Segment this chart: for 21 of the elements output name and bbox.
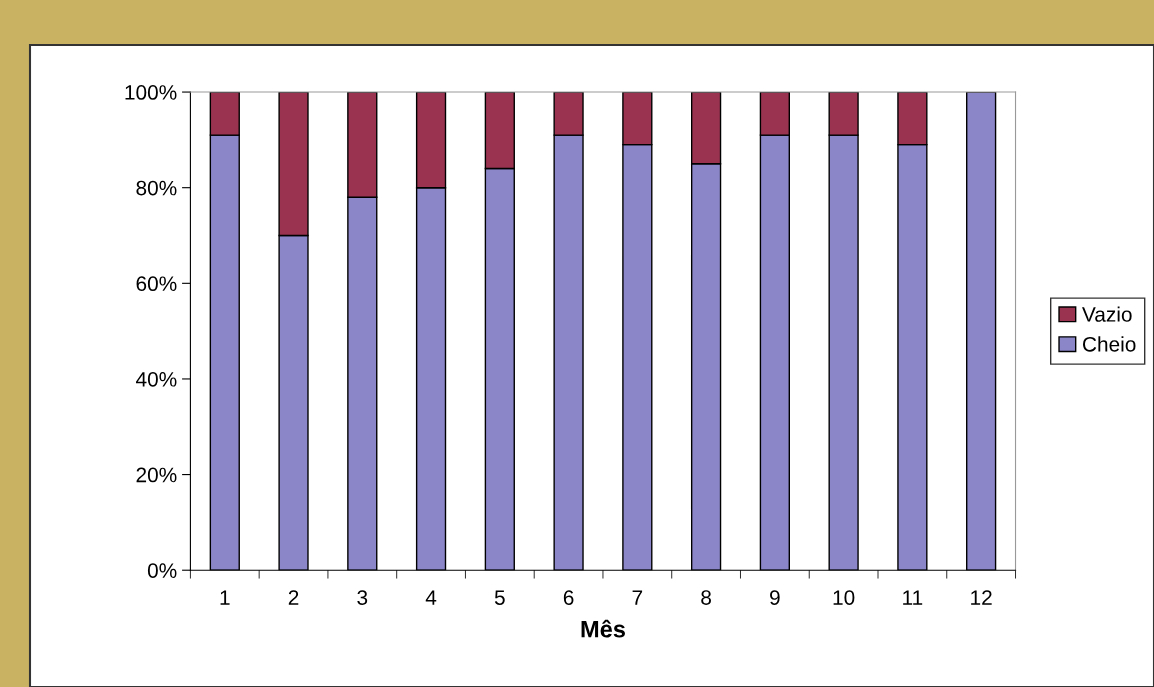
x-tick-label: 4	[425, 590, 437, 605]
x-tick-label: 7	[632, 590, 643, 605]
x-tick-label: 11	[903, 590, 923, 605]
x-tick-label: 2	[288, 590, 299, 605]
x-tick-label: 3	[357, 590, 368, 605]
x-tick-label: 6	[563, 590, 574, 605]
x-tick-label: 1	[220, 590, 230, 605]
y-tick-label: 40%	[136, 371, 177, 387]
y-tick-label: 100%	[125, 85, 177, 100]
legend-label: Cheio	[1083, 336, 1136, 352]
x-tick-label: 12	[971, 590, 992, 605]
x-tick-label: 8	[701, 590, 711, 605]
y-tick-label: 0%	[147, 563, 177, 578]
y-tick-label: 80%	[136, 180, 177, 196]
x-axis-title: Mês	[581, 619, 625, 638]
y-tick-label: 60%	[136, 276, 177, 292]
x-tick-label: 5	[494, 590, 505, 605]
x-tick-label: 9	[770, 590, 780, 605]
x-tick-label: 10	[833, 590, 855, 605]
legend-label: Vazio	[1082, 306, 1132, 322]
y-tick-label: 20%	[136, 467, 177, 483]
